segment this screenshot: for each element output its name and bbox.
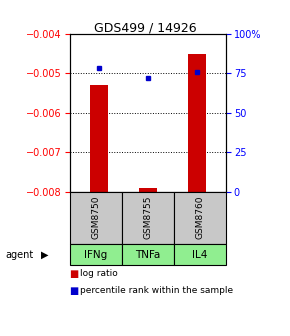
Text: GSM8750: GSM8750 — [91, 196, 100, 239]
Bar — [188, 54, 206, 192]
Text: ■: ■ — [70, 286, 79, 296]
Text: GSM8755: GSM8755 — [143, 196, 153, 239]
Text: ■: ■ — [70, 269, 79, 279]
Text: ▶: ▶ — [41, 250, 49, 259]
Text: IL4: IL4 — [192, 250, 208, 259]
Bar — [139, 187, 157, 192]
Text: log ratio: log ratio — [80, 269, 117, 278]
Text: TNFa: TNFa — [135, 250, 161, 259]
Text: IFNg: IFNg — [84, 250, 107, 259]
Bar — [90, 85, 108, 192]
Text: GSM8760: GSM8760 — [195, 196, 205, 239]
Text: percentile rank within the sample: percentile rank within the sample — [80, 286, 233, 295]
Text: GDS499 / 14926: GDS499 / 14926 — [94, 22, 196, 35]
Text: agent: agent — [6, 250, 34, 259]
